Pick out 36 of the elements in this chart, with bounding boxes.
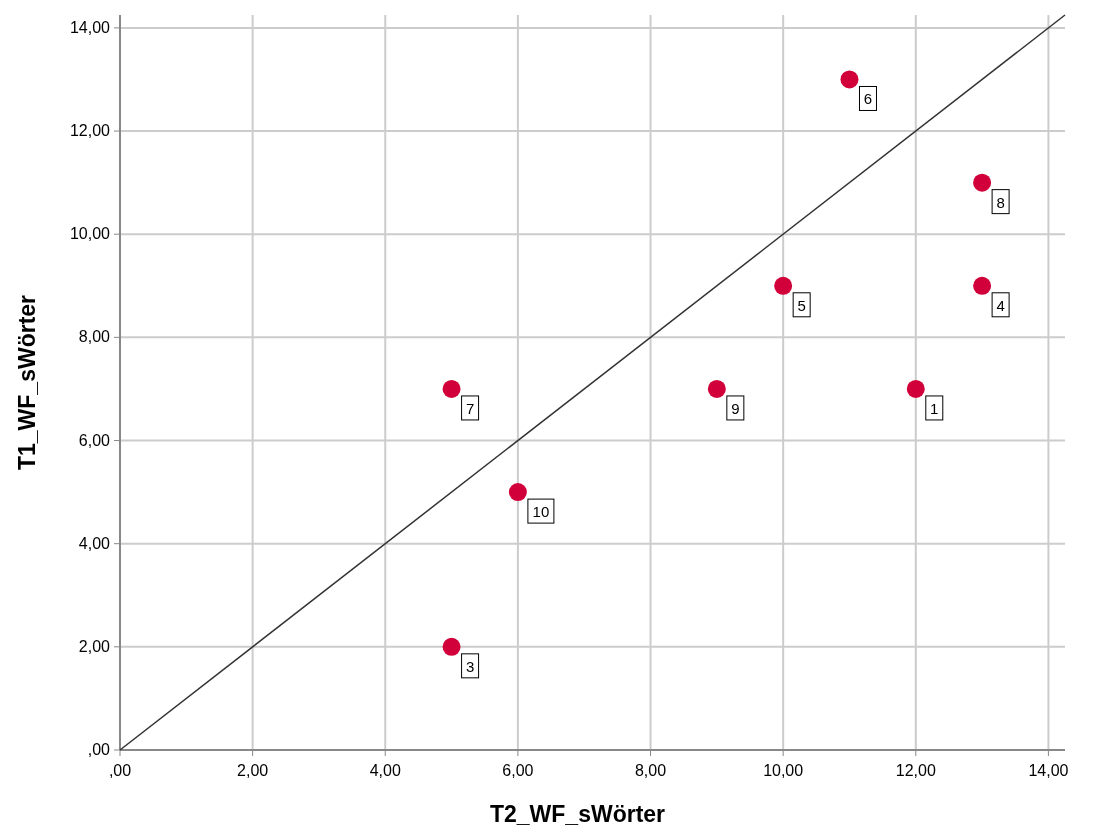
annotation: 5 [797,296,806,314]
annotation: 1 [930,399,939,417]
y-tick-label: 14,00 [69,18,111,36]
annotation: 6 [863,90,873,108]
y-tick-label: 2,00 [78,637,111,655]
annotation: 8 [996,193,1005,211]
x-tick-label: 2,00 [237,762,269,779]
point [840,70,859,89]
point [442,637,461,656]
y-axis-title: T1_WF_sWörter [14,294,40,471]
point [906,379,925,398]
y-tick-label: 10,00 [69,225,111,243]
y-tick-label: ,00 [87,741,111,758]
point [707,379,726,398]
y-tick-label: 4,00 [78,534,111,552]
annotation: 4 [996,296,1005,314]
point [973,276,992,295]
annotation: 9 [731,399,740,417]
x-tick-label: ,00 [108,762,132,779]
annotation: 3 [465,657,475,675]
point [774,276,793,295]
annotation: 7 [465,399,475,417]
y-tick-label: 6,00 [78,431,111,449]
x-tick-label: 12,00 [895,762,936,779]
x-tick-label: 8,00 [634,762,667,779]
y-tick-label: 8,00 [78,328,111,346]
point [508,483,527,502]
point [442,379,461,398]
x-tick-label: 14,00 [1028,762,1069,779]
annotation: 10 [532,503,550,521]
x-tick-label: 10,00 [763,762,804,779]
x-tick-label: 6,00 [502,762,534,779]
x-axis-title: T2_WF_sWörter [489,801,666,827]
point [973,173,992,192]
y-tick-label: 12,00 [69,122,111,140]
x-tick-label: 4,00 [369,762,401,779]
